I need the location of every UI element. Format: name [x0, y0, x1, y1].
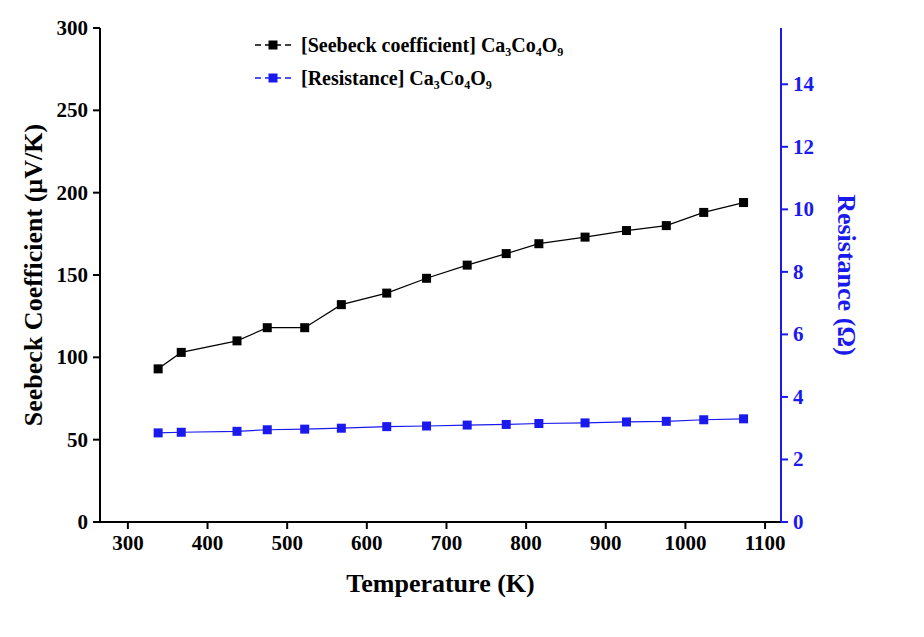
data-point [177, 348, 186, 357]
data-point [534, 239, 543, 248]
x-tick [684, 522, 686, 529]
legend-marker [269, 41, 278, 50]
x-tick [525, 522, 527, 529]
legend-label: [Resistance] Ca₃Co₄O₉ [301, 67, 492, 89]
legend-label: [Seebeck coefficient] Ca₃Co₄O₉ [301, 34, 563, 56]
x-tick-label: 400 [192, 531, 224, 555]
y2-axis-title: Resistance (Ω) [832, 194, 861, 356]
y-axis-title: Seebeck Coefficient (µV/K) [19, 124, 48, 426]
y2-tick-label: 14 [793, 72, 815, 96]
x-tick-label: 1100 [745, 531, 786, 555]
y2-tick-label: 10 [793, 197, 814, 221]
plot-area [154, 198, 748, 437]
x-tick [605, 522, 607, 529]
data-point [662, 417, 671, 426]
y2-tick [781, 458, 788, 460]
y2-tick [781, 396, 788, 398]
data-point [581, 418, 590, 427]
data-point [263, 425, 272, 434]
y-tick [93, 439, 100, 441]
x-tick-label: 900 [590, 531, 622, 555]
data-point [422, 274, 431, 283]
y-tick [93, 274, 100, 276]
data-point [232, 336, 241, 345]
legend-marker [269, 74, 278, 83]
data-point [300, 425, 309, 434]
y2-tick [781, 521, 788, 523]
chart: 3004005006007008009001000110005010015020… [0, 0, 924, 637]
data-point [154, 428, 163, 437]
data-point [232, 427, 241, 436]
x-tick [366, 522, 368, 529]
y-tick-label: 50 [67, 428, 88, 452]
data-point [154, 364, 163, 373]
y2-tick [781, 333, 788, 335]
y-tick-label: 300 [57, 16, 89, 40]
y-tick-label: 100 [57, 345, 89, 369]
x-tick-label: 700 [431, 531, 463, 555]
series-line [158, 203, 743, 369]
x-tick [764, 522, 766, 529]
data-point [337, 424, 346, 433]
y2-tick [781, 271, 788, 273]
y2-tick [781, 83, 788, 85]
data-point [463, 421, 472, 430]
data-point [263, 323, 272, 332]
data-point [534, 419, 543, 428]
y-tick-label: 250 [57, 98, 89, 122]
y2-tick-label: 2 [793, 447, 804, 471]
x-tick [127, 522, 129, 529]
x-tick-label: 600 [351, 531, 383, 555]
x-tick [207, 522, 209, 529]
x-axis-title: Temperature (K) [346, 569, 534, 598]
y2-tick-label: 8 [793, 260, 804, 284]
y-tick-label: 200 [57, 181, 89, 205]
y-tick [93, 27, 100, 29]
y-tick [93, 109, 100, 111]
x-tick-label: 300 [112, 531, 144, 555]
data-point [422, 422, 431, 431]
y2-tick [781, 146, 788, 148]
y-tick-label: 150 [57, 263, 89, 287]
data-point [622, 417, 631, 426]
y-tick [93, 356, 100, 358]
data-point [502, 420, 511, 429]
y-tick-label: 0 [78, 510, 89, 534]
data-point [622, 226, 631, 235]
x-tick-label: 1000 [664, 531, 706, 555]
y2-tick [781, 208, 788, 210]
data-point [337, 300, 346, 309]
data-point [382, 289, 391, 298]
data-point [699, 415, 708, 424]
data-point [581, 233, 590, 242]
y-tick [93, 521, 100, 523]
y2-tick-label: 4 [793, 385, 804, 409]
data-point [382, 422, 391, 431]
x-tick [286, 522, 288, 529]
data-point [739, 198, 748, 207]
y-tick [93, 192, 100, 194]
x-tick-label: 800 [510, 531, 542, 555]
series-line [158, 419, 743, 433]
y2-tick-label: 6 [793, 322, 804, 346]
data-point [177, 428, 186, 437]
data-point [502, 249, 511, 258]
x-tick [445, 522, 447, 529]
data-point [739, 414, 748, 423]
data-point [300, 323, 309, 332]
y2-tick-label: 0 [793, 510, 804, 534]
y2-tick-label: 12 [793, 135, 814, 159]
x-axis [100, 521, 781, 523]
data-point [662, 221, 671, 230]
data-point [699, 208, 708, 217]
data-point [463, 261, 472, 270]
x-tick-label: 500 [271, 531, 303, 555]
y2-axis [780, 28, 782, 522]
